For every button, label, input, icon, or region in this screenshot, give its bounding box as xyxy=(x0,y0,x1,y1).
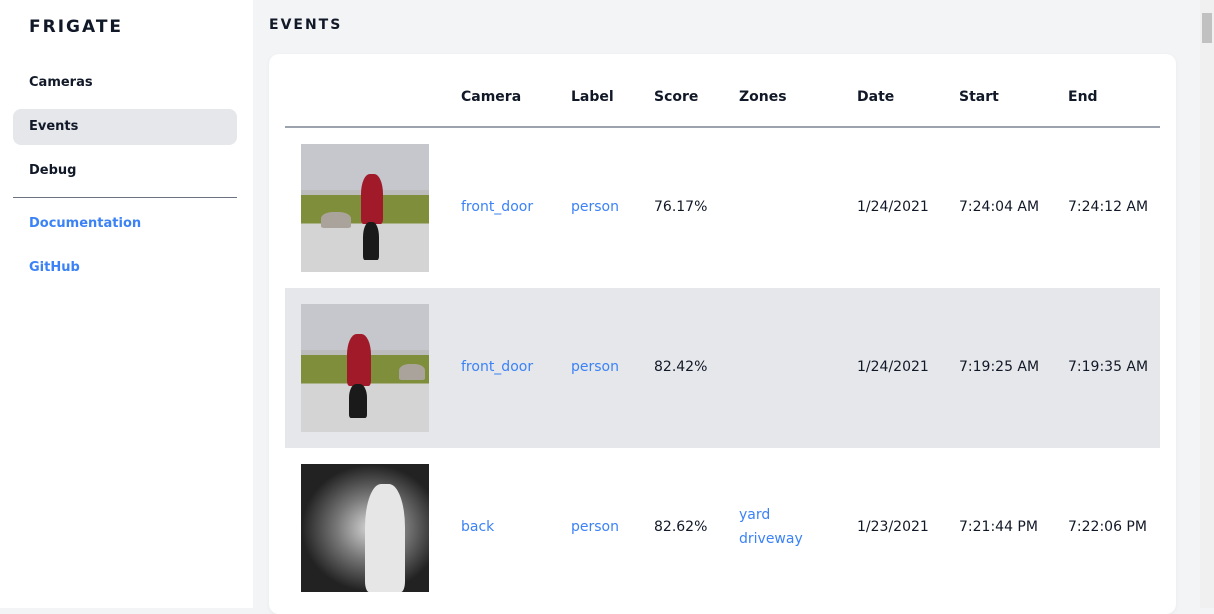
zone-link[interactable]: driveway xyxy=(739,531,803,547)
app-logo: FRIGATE xyxy=(29,17,124,37)
label-link[interactable]: person xyxy=(571,199,619,215)
camera-link[interactable]: front_door xyxy=(461,199,534,215)
header-score: Score xyxy=(654,89,699,105)
link-github[interactable]: GitHub xyxy=(29,260,80,275)
sidebar-item-events[interactable]: Events xyxy=(13,109,237,145)
sidebar: FRIGATE Cameras Events Debug Documentati… xyxy=(0,0,253,608)
camera-link[interactable]: front_door xyxy=(461,359,534,375)
start-time: 7:19:25 AM xyxy=(959,359,1040,375)
header-end: End xyxy=(1068,89,1098,105)
label-link[interactable]: person xyxy=(571,519,619,535)
score: 76.17% xyxy=(654,199,708,215)
sidebar-item-cameras[interactable]: Cameras xyxy=(29,75,93,90)
label-link[interactable]: person xyxy=(571,359,619,375)
sidebar-item-debug[interactable]: Debug xyxy=(29,163,77,178)
page-title: EVENTS xyxy=(269,17,343,33)
date: 1/24/2021 xyxy=(857,199,929,215)
header-label: Label xyxy=(571,89,614,105)
start-time: 7:24:04 AM xyxy=(959,199,1040,215)
header-start: Start xyxy=(959,89,999,105)
score: 82.42% xyxy=(654,359,708,375)
table-row[interactable]: front_door person 82.42% 1/24/2021 7:19:… xyxy=(285,288,1160,448)
zone-link[interactable]: yard xyxy=(739,507,771,523)
header-camera: Camera xyxy=(461,89,522,105)
header-date: Date xyxy=(857,89,895,105)
date: 1/23/2021 xyxy=(857,519,929,535)
event-thumbnail[interactable] xyxy=(301,464,429,592)
sidebar-divider xyxy=(13,197,237,198)
header-divider xyxy=(285,126,1160,128)
link-documentation[interactable]: Documentation xyxy=(29,216,142,231)
start-time: 7:21:44 PM xyxy=(959,519,1038,535)
event-thumbnail[interactable] xyxy=(301,144,429,272)
table-row[interactable]: front_door person 76.17% 1/24/2021 7:24:… xyxy=(285,128,1160,288)
date: 1/24/2021 xyxy=(857,359,929,375)
score: 82.62% xyxy=(654,519,708,535)
header-zones: Zones xyxy=(739,89,787,105)
camera-link[interactable]: back xyxy=(461,519,495,535)
scrollbar-thumb[interactable] xyxy=(1202,13,1212,43)
scrollbar[interactable] xyxy=(1200,0,1214,608)
end-time: 7:24:12 AM xyxy=(1068,199,1149,215)
event-thumbnail[interactable] xyxy=(301,304,429,432)
end-time: 7:22:06 PM xyxy=(1068,519,1147,535)
table-row[interactable]: back person 82.62% yard driveway 1/23/20… xyxy=(285,448,1160,608)
end-time: 7:19:35 AM xyxy=(1068,359,1149,375)
